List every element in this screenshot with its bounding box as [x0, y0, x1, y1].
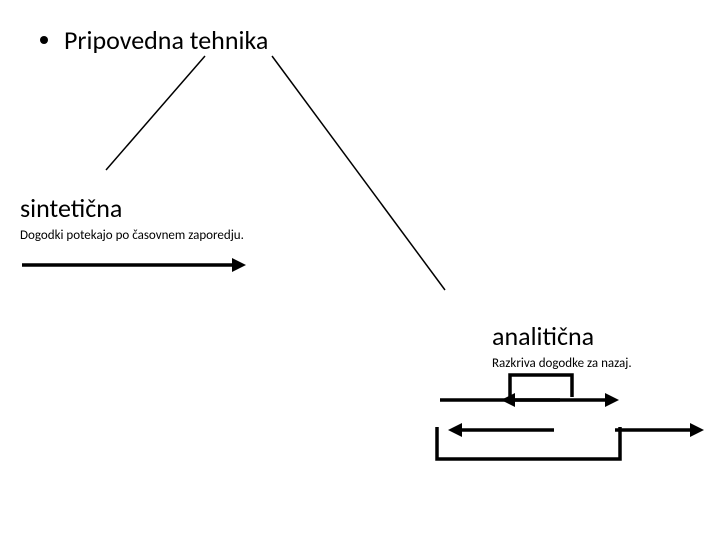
diagram-svg [0, 0, 720, 540]
right-heading: analitična [492, 320, 594, 352]
right-subtitle: Razkriva dogodke za nazaj. [492, 356, 632, 371]
page-title: Pripovedna tehnika [40, 24, 268, 56]
bullet-icon [40, 36, 48, 44]
analytic-u-inner [510, 375, 572, 397]
branch-line-right [272, 56, 445, 290]
left-heading: sintetična [20, 192, 122, 224]
analytic-u-outer [437, 427, 620, 459]
title-text: Pripovedna tehnika [64, 24, 268, 56]
branch-line-left [106, 56, 205, 170]
left-subtitle: Dogodki potekajo po časovnem zaporedju. [20, 228, 244, 243]
